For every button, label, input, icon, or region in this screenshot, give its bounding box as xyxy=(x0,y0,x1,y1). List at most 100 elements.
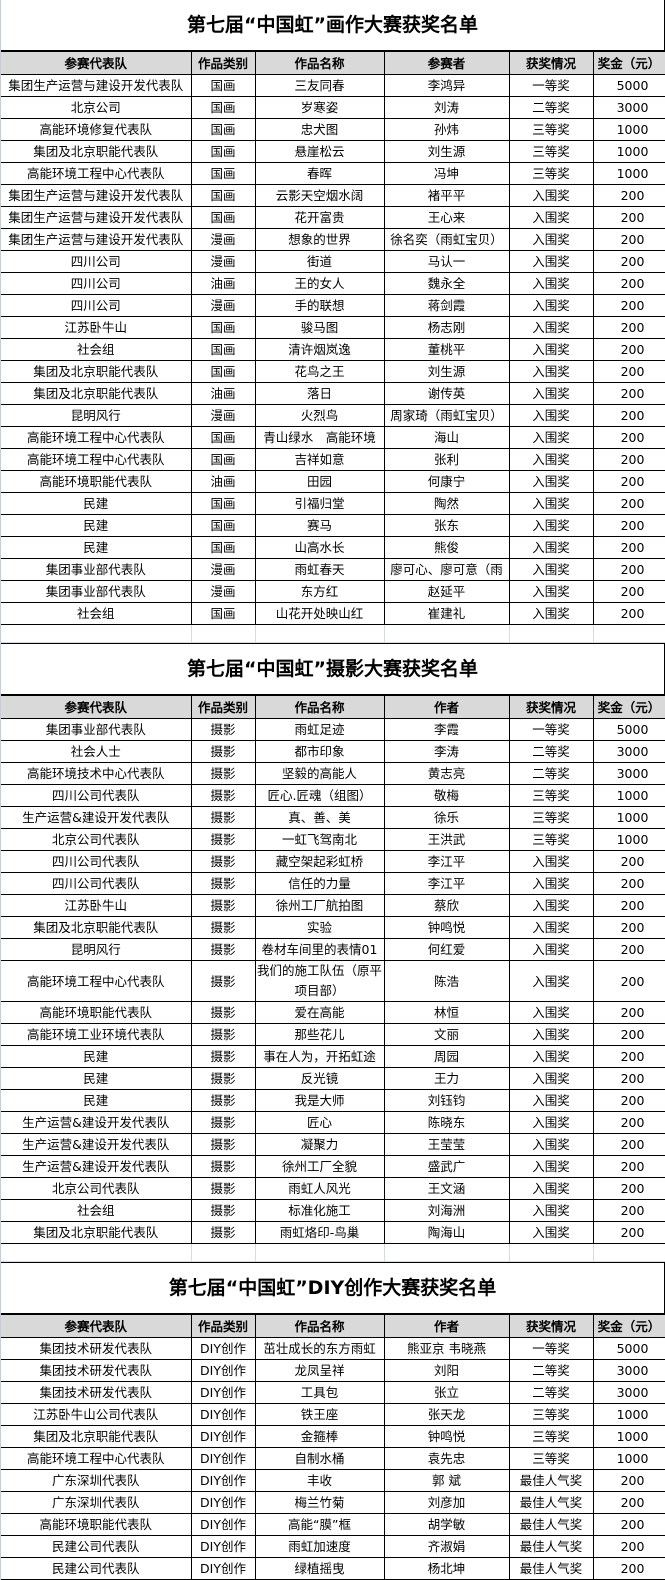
cell-category[interactable]: 漫画 xyxy=(190,558,256,581)
cell-category[interactable]: 国画 xyxy=(190,316,256,339)
cell-prize[interactable]: 200 xyxy=(592,602,665,625)
cell-prize[interactable]: 200 xyxy=(592,1221,665,1244)
cell-award[interactable]: 三等奖 xyxy=(508,162,594,185)
cell-author[interactable]: 熊亚京 韦晓燕 xyxy=(383,1337,510,1360)
cell-author[interactable]: 李鸿异 xyxy=(383,74,510,97)
cell-team[interactable]: 四川公司代表队 xyxy=(1,784,192,807)
cell-prize[interactable]: 1000 xyxy=(592,784,665,807)
cell-category[interactable]: 国画 xyxy=(190,536,256,559)
cell-award[interactable]: 入围奖 xyxy=(508,536,594,559)
cell-author[interactable]: 刘涛 xyxy=(383,96,510,119)
cell-author[interactable]: 黄志亮 xyxy=(383,762,510,785)
cell-team[interactable]: 高能环境工程中心代表队 xyxy=(1,162,192,185)
cell-author[interactable]: 徐名奕（雨虹宝贝） xyxy=(383,228,510,251)
cell-prize[interactable]: 200 xyxy=(592,228,665,251)
cell-work-title[interactable]: 徐州工厂全貌 xyxy=(254,1155,385,1178)
cell-award[interactable]: 三等奖 xyxy=(508,784,594,807)
cell-work-title[interactable]: 金箍棒 xyxy=(254,1425,385,1448)
cell-category[interactable]: 摄影 xyxy=(190,828,256,851)
cell-award[interactable]: 入围奖 xyxy=(508,228,594,251)
cell-award[interactable]: 二等奖 xyxy=(508,1359,594,1382)
cell-team[interactable]: 生产运营&建设开发代表队 xyxy=(1,1111,192,1134)
cell-author[interactable]: 钟鸣悦 xyxy=(383,916,510,939)
cell-prize[interactable]: 200 xyxy=(592,960,665,1002)
cell-prize[interactable]: 200 xyxy=(592,294,665,317)
cell-team[interactable]: 高能环境职能代表队 xyxy=(1,1001,192,1024)
cell-award[interactable]: 入围奖 xyxy=(508,294,594,317)
cell-category[interactable]: 国画 xyxy=(190,602,256,625)
cell-prize[interactable]: 200 xyxy=(592,382,665,405)
cell-team[interactable]: 四川公司 xyxy=(1,294,192,317)
cell-work-title[interactable]: 山花开处映山红 xyxy=(254,602,385,625)
cell-award[interactable]: 入围奖 xyxy=(508,492,594,515)
cell-work-title[interactable]: 雨虹春天 xyxy=(254,558,385,581)
cell-prize[interactable]: 200 xyxy=(592,514,665,537)
cell-award[interactable]: 入围奖 xyxy=(508,1045,594,1068)
cell-team[interactable]: 集团生产运营与建设开发代表队 xyxy=(1,74,192,97)
cell-author[interactable]: 李江平 xyxy=(383,872,510,895)
cell-category[interactable]: 漫画 xyxy=(190,294,256,317)
cell-prize[interactable]: 200 xyxy=(592,426,665,449)
empty-cell[interactable] xyxy=(592,1243,665,1262)
cell-category[interactable]: 国画 xyxy=(190,74,256,97)
cell-category[interactable]: DIY创作 xyxy=(190,1403,256,1426)
cell-prize[interactable]: 200 xyxy=(592,1133,665,1156)
cell-award[interactable]: 入围奖 xyxy=(508,938,594,961)
cell-team[interactable]: 广东深圳代表队 xyxy=(1,1469,192,1492)
cell-award[interactable]: 最佳人气奖 xyxy=(508,1513,594,1536)
cell-team[interactable]: 集团事业部代表队 xyxy=(1,580,192,603)
cell-author[interactable]: 盛武广 xyxy=(383,1155,510,1178)
cell-work-title[interactable]: 岁寒姿 xyxy=(254,96,385,119)
cell-team[interactable]: 集团生产运营与建设开发代表队 xyxy=(1,228,192,251)
cell-work-title[interactable]: 火烈鸟 xyxy=(254,404,385,427)
empty-cell[interactable] xyxy=(592,624,665,643)
cell-team[interactable]: 江苏卧牛山 xyxy=(1,316,192,339)
cell-category[interactable]: 摄影 xyxy=(190,806,256,829)
cell-team[interactable]: 民建 xyxy=(1,492,192,515)
empty-cell[interactable] xyxy=(1,1243,192,1262)
cell-work-title[interactable]: 那些花儿 xyxy=(254,1023,385,1046)
cell-team[interactable]: 北京公司代表队 xyxy=(1,828,192,851)
cell-author[interactable]: 赵延平 xyxy=(383,580,510,603)
cell-author[interactable]: 杨志刚 xyxy=(383,316,510,339)
column-header-award[interactable]: 获奖情况 xyxy=(508,1314,594,1338)
cell-author[interactable]: 刘钰钧 xyxy=(383,1089,510,1112)
cell-category[interactable]: 国画 xyxy=(190,140,256,163)
cell-team[interactable]: 高能环境工业环境代表队 xyxy=(1,1023,192,1046)
empty-cell[interactable] xyxy=(254,1243,385,1262)
cell-author[interactable]: 冯坤 xyxy=(383,162,510,185)
cell-category[interactable]: 摄影 xyxy=(190,1023,256,1046)
cell-award[interactable]: 一等奖 xyxy=(508,718,594,741)
cell-team[interactable]: 广东深圳代表队 xyxy=(1,1491,192,1514)
cell-award[interactable]: 入围奖 xyxy=(508,1067,594,1090)
cell-prize[interactable]: 200 xyxy=(592,448,665,471)
cell-team[interactable]: 集团及北京职能代表队 xyxy=(1,140,192,163)
cell-prize[interactable]: 200 xyxy=(592,1177,665,1200)
column-header-work-title[interactable]: 作品名称 xyxy=(254,695,385,719)
cell-work-title[interactable]: 工具包 xyxy=(254,1381,385,1404)
cell-prize[interactable]: 200 xyxy=(592,404,665,427)
cell-work-title[interactable]: 忠犬图 xyxy=(254,118,385,141)
column-header-work-title[interactable]: 作品名称 xyxy=(254,1314,385,1338)
cell-category[interactable]: 摄影 xyxy=(190,718,256,741)
cell-award[interactable]: 入围奖 xyxy=(508,1111,594,1134)
cell-team[interactable]: 四川公司代表队 xyxy=(1,850,192,873)
cell-category[interactable]: 摄影 xyxy=(190,872,256,895)
cell-prize[interactable]: 200 xyxy=(592,316,665,339)
column-header-award[interactable]: 获奖情况 xyxy=(508,51,594,75)
cell-prize[interactable]: 3000 xyxy=(592,1359,665,1382)
cell-category[interactable]: 摄影 xyxy=(190,894,256,917)
cell-team[interactable]: 集团生产运营与建设开发代表队 xyxy=(1,184,192,207)
cell-author[interactable]: 郭 斌 xyxy=(383,1469,510,1492)
cell-work-title[interactable]: 引福归堂 xyxy=(254,492,385,515)
cell-team[interactable]: 集团技术研发代表队 xyxy=(1,1381,192,1404)
cell-author[interactable]: 周家琦（雨虹宝贝） xyxy=(383,404,510,427)
cell-author[interactable]: 陶海山 xyxy=(383,1221,510,1244)
cell-award[interactable]: 二等奖 xyxy=(508,762,594,785)
column-header-category[interactable]: 作品类别 xyxy=(190,695,256,719)
column-header-prize[interactable]: 奖金（元） xyxy=(592,1314,665,1338)
cell-award[interactable]: 入围奖 xyxy=(508,916,594,939)
cell-prize[interactable]: 1000 xyxy=(592,118,665,141)
cell-category[interactable]: 国画 xyxy=(190,206,256,229)
cell-category[interactable]: 摄影 xyxy=(190,1199,256,1222)
